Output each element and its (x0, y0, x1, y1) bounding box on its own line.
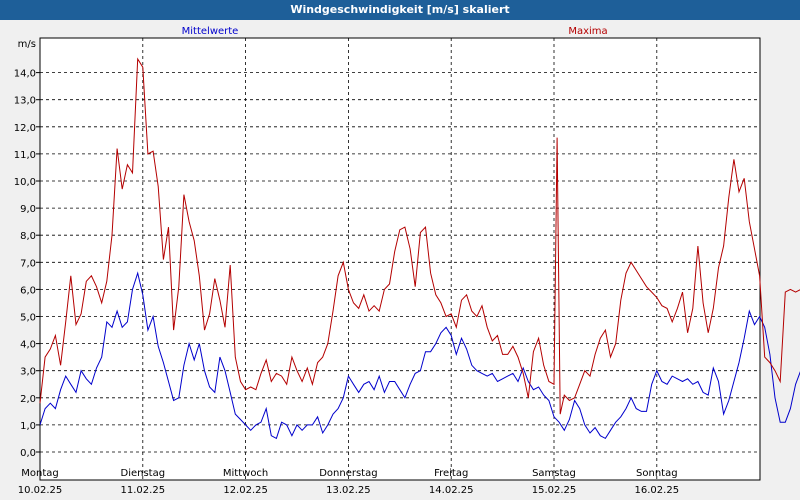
y-tick-label: 5,0 (20, 313, 36, 324)
x-tick-day: Donnerstag (319, 468, 377, 479)
y-tick-label: 4,0 (20, 340, 36, 351)
x-tick-day: Sonntag (636, 468, 678, 479)
y-tick-label: 10,0 (14, 177, 36, 188)
window-title: Windgeschwindigkeit [m/s] skaliert (0, 0, 800, 20)
series-lines (39, 57, 800, 440)
series-mittelwerte-line (39, 271, 800, 440)
plot-area (39, 37, 761, 481)
y-axis-unit: m/s (18, 39, 36, 50)
legend-mittelwerte: Mittelwerte (182, 26, 239, 37)
legend-maxima: Maxima (568, 26, 607, 37)
y-tick-label: 8,0 (20, 231, 36, 242)
y-tick-label: 9,0 (20, 204, 36, 215)
x-tick-day: Samstag (532, 468, 576, 479)
x-axis: Montag 10.02.25 Dienstag 11.02.25 Mittwoch 12… (18, 468, 679, 496)
y-tick-label: 3,0 (20, 367, 36, 378)
y-tick-label: 7,0 (20, 258, 36, 269)
grid-lines (40, 38, 760, 480)
x-tick-date: 12.02.25 (223, 485, 268, 496)
x-tick-day: Montag (21, 468, 58, 479)
y-tick-label: 11,0 (14, 150, 36, 161)
y-tick-label: 0,0 (20, 448, 36, 459)
x-tick-date: 10.02.25 (18, 485, 63, 496)
legend: Mittelwerte Maxima (182, 26, 608, 37)
y-tick-label: 14,0 (14, 69, 36, 80)
y-tick-label: 13,0 (14, 96, 36, 107)
y-tick-label: 6,0 (20, 285, 36, 296)
y-tick-label: 12,0 (14, 123, 36, 134)
x-tick-date: 13.02.25 (326, 485, 371, 496)
wind-speed-chart: m/s 0,0 1,0 2,0 3,0 4,0 5,0 6,0 7,0 8,0 9,0 10,0 11,… (14, 26, 800, 496)
x-tick-date: 11.02.25 (121, 485, 166, 496)
x-tick-date: 14.02.25 (429, 485, 474, 496)
y-tick-label: 2,0 (20, 394, 36, 405)
series-maxima-line (39, 57, 800, 415)
y-axis: m/s 0,0 1,0 2,0 3,0 4,0 5,0 6,0 7,0 8,0 9,0 10,0 11,… (14, 39, 40, 459)
x-tick-day: Dienstag (121, 468, 166, 479)
x-tick-day: Mittwoch (223, 468, 268, 479)
x-tick-date: 16.02.25 (635, 485, 680, 496)
x-tick-day: Freitag (434, 468, 468, 479)
y-tick-label: 1,0 (20, 421, 36, 432)
x-tick-date: 15.02.25 (532, 485, 577, 496)
